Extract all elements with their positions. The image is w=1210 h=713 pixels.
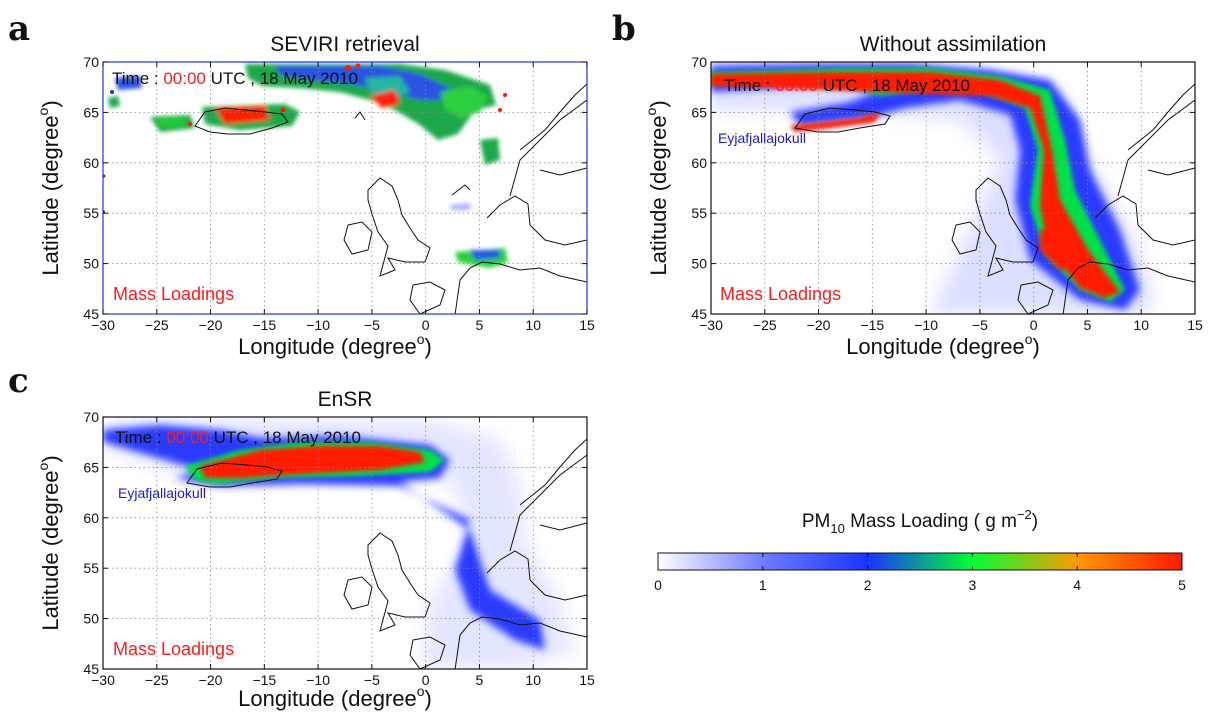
panel-a-ytick-label: 50 <box>83 256 99 272</box>
colorbar-title: PM10 Mass Loading ( g m−2) <box>802 507 1038 536</box>
panel-b-ytick-label: 65 <box>691 104 707 120</box>
panel-a-ytick-label: 45 <box>83 306 99 322</box>
panel-c-coastlines <box>186 438 587 669</box>
panel-b-xtick-label: −30 <box>699 317 723 333</box>
panel-c-xtick-label: −15 <box>252 672 276 688</box>
panel-a-ylabel: Latitude (degreeo) <box>35 100 63 275</box>
panel-c-xtick-label: −30 <box>91 672 115 688</box>
panel-letter-c: c <box>8 361 29 401</box>
panel-a-xtick-label: 10 <box>525 317 541 333</box>
panel-b-ytick-label: 60 <box>691 155 707 171</box>
panel-c-xtick-label: 0 <box>422 672 430 688</box>
panel-c-time-label: Time : 00:00 UTC , 18 May 2010 <box>115 428 361 447</box>
panel-c-xlabel: Longitude (degreeo) <box>238 683 432 711</box>
panel-a-xlabel: Longitude (degreeo) <box>238 331 432 359</box>
panel-c-axis-ticks: −30 −25 −20 −15 −10 −5 0 5 10 15 70 65 60 55 50 45 <box>83 409 595 688</box>
panel-a-ytick-label: 70 <box>83 54 99 70</box>
colorbar-tick-label: 5 <box>1178 577 1186 593</box>
panel-b-xlabel: Longitude (degreeo) <box>846 331 1040 359</box>
panel-b-xtick-label: −5 <box>972 317 988 333</box>
panel-b-ytick-label: 45 <box>691 306 707 322</box>
panel-b-xtick-label: −20 <box>807 317 831 333</box>
colorbar-tick-label: 3 <box>969 577 977 593</box>
panel-c-ytick-label: 60 <box>83 510 99 526</box>
panel-a-mass-label: Mass Loadings <box>113 284 234 304</box>
panel-c-xtick-label: −10 <box>306 672 330 688</box>
panel-c-xtick-label: −25 <box>145 672 169 688</box>
panel-c-ytick-label: 55 <box>83 560 99 576</box>
panel-c-ytick-label: 50 <box>83 611 99 627</box>
panel-a-title: SEVIRI retrieval <box>270 33 419 56</box>
panel-b-xtick-label: −10 <box>914 317 938 333</box>
panel-a-xtick-label: −15 <box>252 317 276 333</box>
panel-b-xtick-label: 15 <box>1187 317 1203 333</box>
panel-c-xtick-label: −5 <box>364 672 380 688</box>
panel-c-ytick-label: 65 <box>83 459 99 475</box>
panel-a-plume <box>103 63 508 268</box>
panel-b-xtick-label: 10 <box>1133 317 1149 333</box>
colorbar-tick-label: 2 <box>864 577 872 593</box>
panel-c-xtick-label: 15 <box>579 672 595 688</box>
colorbar: PM10 Mass Loading ( g m−2) 0 1 2 3 4 5 <box>654 507 1186 593</box>
panel-c-ytick-label: 45 <box>83 661 99 677</box>
panel-b-xtick-label: 0 <box>1030 317 1038 333</box>
panel-b-ylabel: Latitude (degreeo) <box>643 100 671 275</box>
panel-a-frame <box>102 61 588 315</box>
panel-c-mass-label: Mass Loadings <box>113 639 234 659</box>
panel-a-ytick-label: 55 <box>83 205 99 221</box>
panel-a-xtick-label: −30 <box>91 317 115 333</box>
panel-a-xtick-label: −5 <box>364 317 380 333</box>
panel-b-coastlines <box>794 83 1195 314</box>
panel-a-axis-ticks: −30 −25 −20 −15 −10 −5 0 5 10 15 70 65 60 55 50 45 <box>83 54 595 333</box>
panel-a-xtick-label: −25 <box>145 317 169 333</box>
panel-b-axis-ticks: −30 −25 −20 −15 −10 −5 0 5 10 15 70 65 60 55 50 45 <box>691 54 1203 333</box>
colorbar-tick-label: 0 <box>654 577 662 593</box>
panel-c-volcano-label: Eyjafjallajokull <box>118 485 206 501</box>
panel-c-grid <box>103 417 587 669</box>
panel-b-xtick-label: −25 <box>753 317 777 333</box>
panel-b-ytick-label: 50 <box>691 256 707 272</box>
panel-b-xtick-label: −15 <box>860 317 884 333</box>
panel-c-ytick-label: 70 <box>83 409 99 425</box>
panel-a-xtick-label: 5 <box>476 317 484 333</box>
panel-a-time-label: Time : 00:00 UTC , 18 May 2010 <box>112 69 358 88</box>
panel-c-ylabel: Latitude (degreeo) <box>35 455 63 630</box>
panel-a-ytick-label: 60 <box>83 155 99 171</box>
panel-b-time-label: Time : 00:00 UTC , 18 May 2010 <box>724 76 970 95</box>
panel-b-mass-label: Mass Loadings <box>720 284 841 304</box>
panel-a-grid <box>103 62 587 314</box>
panel-a-map: Time : 00:00 UTC , 18 May 2010 Mass Load… <box>102 61 588 315</box>
colorbar-tick-label: 4 <box>1073 577 1081 593</box>
colorbar-tick-label: 1 <box>759 577 767 593</box>
colorbar-gradient <box>657 552 1183 571</box>
panel-a-xtick-label: −10 <box>306 317 330 333</box>
panel-c-xtick-label: −20 <box>199 672 223 688</box>
panel-c-plume <box>103 418 575 669</box>
panel-c-xtick-label: 10 <box>525 672 541 688</box>
panel-b-map: Time : 00:00 UTC , 18 May 2010 Eyjafjall… <box>710 61 1196 315</box>
panel-letter-a: a <box>8 9 30 49</box>
panel-c-map: Time : 00:00 UTC , 18 May 2010 Eyjafjall… <box>102 416 588 670</box>
panel-c-xtick-label: 5 <box>476 672 484 688</box>
panel-b-xtick-label: 5 <box>1084 317 1092 333</box>
panel-a-xtick-label: 15 <box>579 317 595 333</box>
panel-b-grid <box>711 62 1195 314</box>
panel-b-plume <box>711 62 1150 314</box>
panel-b-ytick-label: 55 <box>691 205 707 221</box>
panel-a-ytick-label: 65 <box>83 104 99 120</box>
panel-a-xtick-label: −20 <box>199 317 223 333</box>
colorbar-ticks: 0 1 2 3 4 5 <box>654 553 1186 593</box>
panel-b-ytick-label: 70 <box>691 54 707 70</box>
panel-a-xtick-label: 0 <box>422 317 430 333</box>
panel-b-volcano-label: Eyjafjallajokull <box>718 130 806 146</box>
panel-letter-b: b <box>612 9 636 49</box>
panel-a-coastlines <box>194 83 587 314</box>
panel-b-title: Without assimilation <box>860 33 1047 56</box>
panel-c-title: EnSR <box>318 388 373 411</box>
